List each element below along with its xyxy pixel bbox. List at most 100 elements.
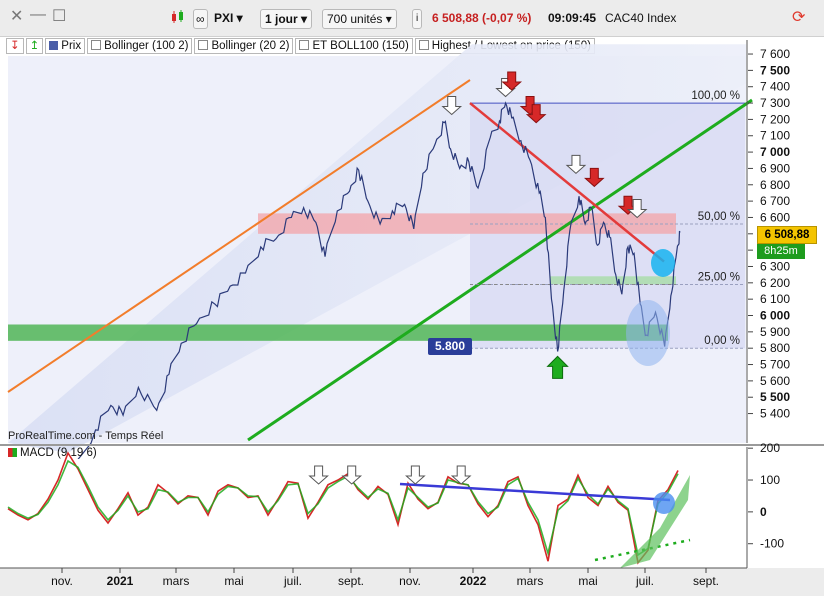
down-arrow-red xyxy=(525,104,547,124)
legend-price-label: Prix xyxy=(61,40,82,52)
close-icon[interactable]: ✕ xyxy=(10,8,24,25)
x-tick-label: nov. xyxy=(51,574,73,588)
legend-bollinger-100[interactable]: Bollinger (100 2) xyxy=(87,38,193,54)
y-tick-label: 6 100 xyxy=(760,292,790,306)
y-tick-label: 6 200 xyxy=(760,276,790,290)
highlight-ellipse xyxy=(626,300,670,366)
y-tick-label: 6 600 xyxy=(760,210,790,224)
macd-down-arrow xyxy=(308,465,329,485)
x-tick-label: juil. xyxy=(283,574,302,588)
y-tick-label: 7 400 xyxy=(760,80,790,94)
macd-down-arrow xyxy=(405,465,426,485)
y-tick-label: 7 300 xyxy=(760,96,790,110)
ticker-select[interactable]: PXI ▾ xyxy=(214,11,243,25)
x-tick-label: 2021 xyxy=(107,574,134,588)
x-tick-label: mars xyxy=(517,574,544,588)
x-tick-label: 2022 xyxy=(460,574,487,588)
legend-et-boll[interactable]: ET BOLL100 (150) xyxy=(295,38,413,54)
legend-bollinger-20-label: Bollinger (20 2) xyxy=(211,40,290,52)
fib-label: 0,00 % xyxy=(704,335,740,347)
fib-label: 25,00 % xyxy=(698,271,740,283)
down-arrow-white xyxy=(565,154,587,175)
toolbar: ✕ — ☐ ∞ PXI ▾ 1 jour ▾ 700 unités ▾ i 6 … xyxy=(0,0,824,37)
y-tick-label: 5 400 xyxy=(760,407,790,421)
minimize-icon[interactable]: — xyxy=(30,6,46,23)
down-arrow-white xyxy=(626,198,648,219)
y-tick-label: 5 500 xyxy=(760,390,790,404)
y-tick-label: 6 900 xyxy=(760,161,790,175)
x-tick-label: mai xyxy=(224,574,243,588)
quote: 6 508,88 (-0,07 %) xyxy=(432,11,532,25)
down-arrow-white xyxy=(441,96,463,116)
y-tick-label: 7 200 xyxy=(760,112,790,126)
macd-legend[interactable]: MACD (9 19 6) xyxy=(8,447,97,459)
legend-bollinger-100-label: Bollinger (100 2) xyxy=(104,40,189,52)
upper-channel-line xyxy=(7,79,471,393)
macd-tick-label: 100 xyxy=(760,473,780,487)
macd-series-signal xyxy=(7,459,679,557)
y-tick-label: 5 900 xyxy=(760,325,790,339)
maximize-icon[interactable]: ☐ xyxy=(52,8,67,25)
macd-green-band xyxy=(620,475,690,568)
legend-bollinger-20[interactable]: Bollinger (20 2) xyxy=(194,38,294,54)
y-tick-label: 7 600 xyxy=(760,47,790,61)
y-tick-label: 7 500 xyxy=(760,63,790,77)
fib-label: 100,00 % xyxy=(691,90,740,102)
link-icon[interactable]: ∞ xyxy=(193,9,208,29)
legend-price[interactable]: Prix xyxy=(45,38,86,54)
macd-tick-label: 0 xyxy=(760,505,767,519)
price-pane: 100,00 % 50,00 % 25,00 % 0,00 % xyxy=(7,44,753,478)
checkbox-icon xyxy=(198,40,209,50)
zone-resistance xyxy=(258,213,676,234)
refresh-icon[interactable]: ⟳ xyxy=(792,9,806,26)
candlestick-icon[interactable] xyxy=(170,9,186,27)
y-tick-label: 7 000 xyxy=(760,145,790,159)
interval-select[interactable]: 1 jour ▾ xyxy=(260,9,313,29)
price-series xyxy=(67,101,681,478)
source-label: ProRealTime.com - Temps Réel xyxy=(8,430,164,442)
x-tick-label: juil. xyxy=(635,574,654,588)
legend-et-boll-label: ET BOLL100 (150) xyxy=(312,40,409,52)
info-icon[interactable]: i xyxy=(412,9,423,29)
countdown-badge: 8h25m xyxy=(757,244,805,259)
x-tick-label: mars xyxy=(163,574,190,588)
y-tick-label: 5 700 xyxy=(760,358,790,372)
level-box[interactable]: 5.800 xyxy=(428,338,472,355)
lower-channel-line xyxy=(247,98,753,442)
up-arrow-green xyxy=(546,355,569,379)
checkbox-icon xyxy=(91,40,102,50)
down-arrow-red xyxy=(501,71,523,91)
instrument-name: CAC40 Index xyxy=(605,11,677,25)
axes: 7 600 7 500 7 400 7 300 7 200 7 100 7 000 6 900… xyxy=(0,40,824,596)
macd-tick-label: 200 xyxy=(760,441,780,455)
macd-highlight-circle xyxy=(653,492,675,514)
price-swatch xyxy=(49,41,59,50)
x-axis-background xyxy=(0,568,824,596)
macd-pane xyxy=(7,451,746,568)
units-select[interactable]: 700 unités ▾ xyxy=(322,9,397,29)
collapse-icon[interactable]: ↧ xyxy=(6,38,24,54)
macd-trend-line xyxy=(399,482,671,502)
ticker-label: PXI xyxy=(214,11,234,25)
macd-down-arrow xyxy=(341,465,363,485)
x-tick-label: sept. xyxy=(338,574,364,588)
y-tick-label: 6 800 xyxy=(760,178,790,192)
downtrend-line xyxy=(469,102,665,263)
highlight-circle xyxy=(651,249,675,277)
macd-legend-label: MACD (9 19 6) xyxy=(20,447,97,459)
zone-support xyxy=(8,324,668,341)
checkbox-icon xyxy=(418,40,429,50)
checkbox-icon xyxy=(299,40,310,50)
y-tick-label: 6 000 xyxy=(760,309,790,323)
y-tick-label: 6 300 xyxy=(760,259,790,273)
macd-swatch xyxy=(8,448,17,457)
x-tick-label: nov. xyxy=(399,574,421,588)
quote-time: 09:09:45 xyxy=(548,11,597,25)
fib-label: 50,00 % xyxy=(698,211,740,223)
expand-icon[interactable]: ↥ xyxy=(25,38,44,54)
interval-label: 1 jour xyxy=(265,12,298,26)
units-label: 700 unités xyxy=(327,12,383,26)
zone-minor xyxy=(550,276,676,285)
macd-tick-label: -100 xyxy=(760,537,784,551)
